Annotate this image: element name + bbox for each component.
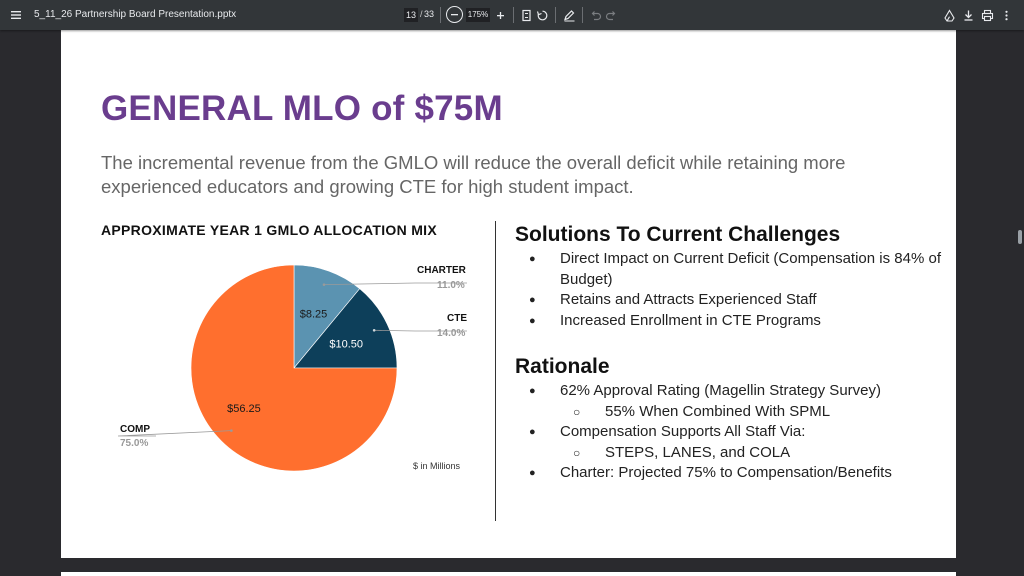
- pie-slice-comp: [190, 264, 398, 472]
- annotate-button[interactable]: [560, 6, 578, 24]
- fit-to-page-button[interactable]: [517, 6, 535, 24]
- zoom-level-input[interactable]: 175%: [466, 8, 490, 22]
- toolbar-divider: [582, 7, 583, 23]
- rationale-heading: Rationale: [515, 355, 610, 378]
- leader-dot-charter: [322, 283, 326, 286]
- more-options-button[interactable]: [997, 6, 1015, 24]
- toolbar-divider: [440, 7, 441, 23]
- zoom-in-button[interactable]: [491, 6, 509, 24]
- slide-subtitle: The incremental revenue from the GMLO wi…: [101, 152, 846, 197]
- total-pages: 33: [424, 9, 435, 19]
- page-separator: /: [420, 9, 423, 19]
- legend-charter-percent: 11.0%: [437, 280, 465, 291]
- legend-cte-percent: 14.0%: [437, 328, 466, 339]
- pie-value-label-cte: $10.50: [329, 338, 363, 350]
- fit-page-icon: [521, 9, 531, 21]
- chart-title: APPROXIMATE YEAR 1 GMLO ALLOCATION MIX: [101, 222, 438, 238]
- leader-dot-cte: [372, 328, 376, 332]
- solution-item: Direct Impact on Current Deficit (Compen…: [515, 249, 945, 290]
- leader-line-cte: [374, 329, 467, 332]
- legend-cte-name: CTE: [447, 313, 467, 324]
- document-title: 5_11_26 Partnership Board Presentation.p…: [34, 9, 237, 20]
- slide-page: GENERAL MLO of $75M The incremental reve…: [61, 55, 956, 558]
- pen-icon: [563, 9, 574, 21]
- next-page: [61, 572, 956, 576]
- minus-icon: [451, 14, 458, 16]
- pie-value-label-comp: $56.25: [227, 403, 261, 415]
- print-button[interactable]: [978, 6, 996, 24]
- zoom-out-button[interactable]: [446, 6, 463, 23]
- legend-charter-name: CHARTER: [417, 265, 466, 276]
- rotate-icon: [536, 10, 547, 20]
- pie-slice-cte: [293, 288, 398, 369]
- legend-comp-percent: 75.0%: [120, 438, 149, 449]
- solution-item: Retains and Attracts Experienced Staff: [515, 290, 945, 311]
- pie-slice-charter: [293, 264, 361, 369]
- drive-icon: [943, 8, 955, 22]
- document-viewer[interactable]: GENERAL MLO of $75M The incremental reve…: [0, 30, 1024, 576]
- printer-icon: [981, 9, 993, 21]
- menu-icon[interactable]: [9, 8, 23, 22]
- toolbar-divider: [555, 7, 556, 23]
- rationale-subitem: 55% When Combined With SPML: [515, 402, 945, 423]
- undo-icon: [591, 10, 601, 20]
- leader-line-comp: [117, 430, 232, 437]
- leader-dot-comp: [230, 429, 233, 432]
- chart-units-note: $ in Millions: [413, 461, 461, 471]
- download-button[interactable]: [959, 6, 977, 24]
- rationale-item: Compensation Supports All Staff Via:: [515, 422, 945, 443]
- leader-line-charter: [323, 282, 467, 286]
- solutions-heading: Solutions To Current Challenges: [515, 223, 841, 246]
- rationale-item: Charter: Projected 75% to Compensation/B…: [515, 463, 945, 484]
- drive-button[interactable]: [940, 6, 958, 24]
- plus-icon: [496, 11, 504, 19]
- legend-comp-name: COMP: [120, 424, 150, 435]
- solutions-list: Direct Impact on Current Deficit (Compen…: [515, 249, 945, 331]
- vertical-scrollbar-thumb[interactable]: [1018, 230, 1022, 244]
- pie-value-label-charter: $8.25: [300, 309, 328, 321]
- rationale-list: 62% Approval Rating (Magellin Strategy S…: [515, 381, 945, 484]
- rationale-subitem: STEPS, LANES, and COLA: [515, 443, 945, 464]
- allocation-pie-chart: $8.25 $10.50 $56.25: [117, 264, 467, 472]
- slide-title: GENERAL MLO of $75M: [101, 89, 503, 128]
- download-icon: [964, 10, 972, 21]
- kebab-menu-icon: [1004, 10, 1008, 20]
- page-number-input[interactable]: 13: [404, 8, 418, 22]
- redo-icon: [605, 10, 615, 20]
- toolbar-divider: [513, 7, 514, 23]
- redo-button[interactable]: [602, 6, 620, 24]
- rationale-item: 62% Approval Rating (Magellin Strategy S…: [515, 381, 945, 402]
- pdf-toolbar: 5_11_26 Partnership Board Presentation.p…: [0, 0, 1024, 30]
- rotate-button[interactable]: [533, 6, 551, 24]
- undo-button[interactable]: [586, 6, 604, 24]
- solution-item: Increased Enrollment in CTE Programs: [515, 311, 945, 332]
- column-divider: [495, 221, 496, 521]
